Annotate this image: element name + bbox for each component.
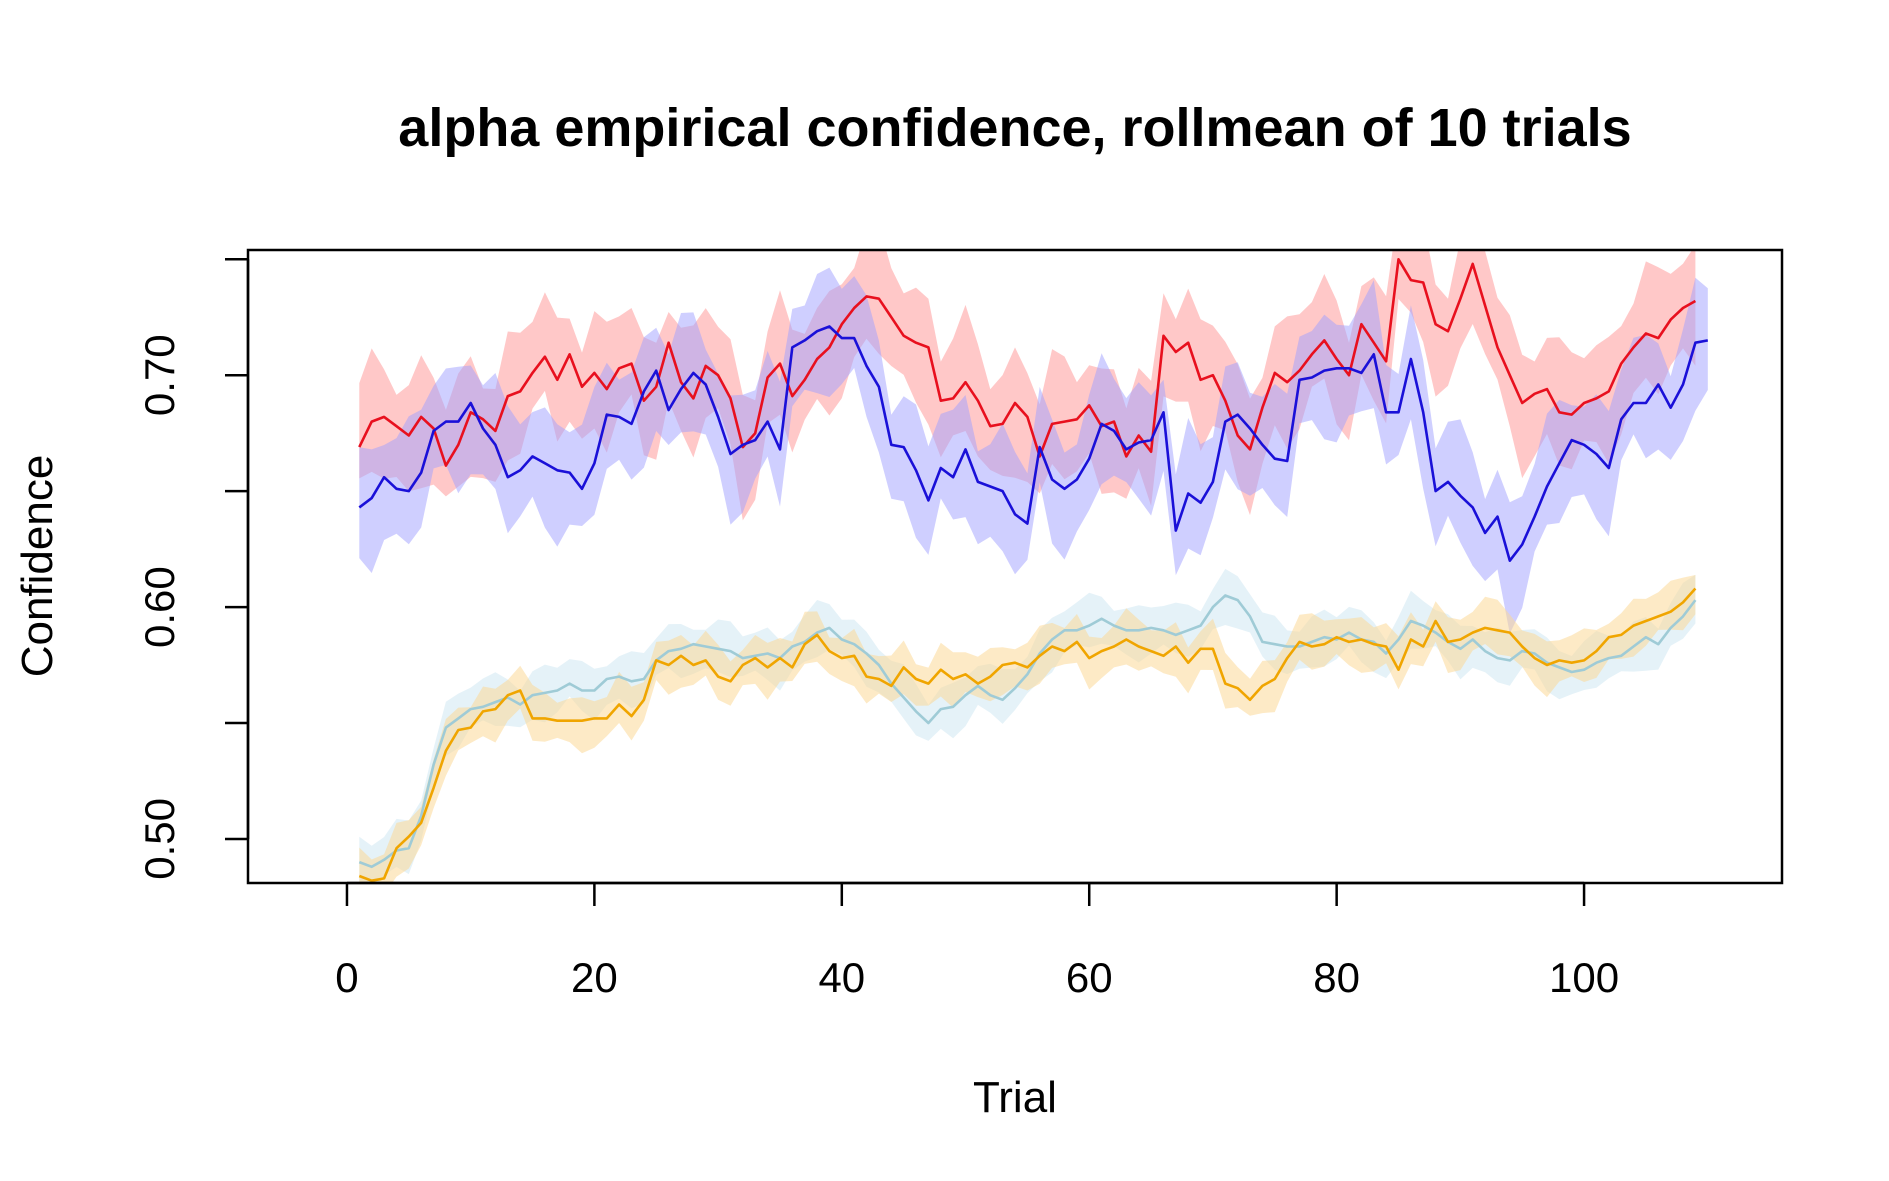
- series-lines: [358, 257, 1709, 883]
- series-3-line: [358, 594, 1697, 869]
- x-tick-label: 60: [1066, 954, 1113, 1001]
- x-tick-label: 80: [1313, 954, 1360, 1001]
- y-axis: 0.50 0.60 0.70: [136, 258, 250, 880]
- series-4-line: [358, 587, 1697, 883]
- x-axis: 0 20 40 60 80 100: [335, 881, 1619, 1001]
- x-tick-label: 20: [571, 954, 618, 1001]
- series-1-line: [358, 257, 1697, 467]
- x-tick-label: 0: [335, 954, 358, 1001]
- y-axis-label: Confidence: [13, 455, 62, 678]
- x-axis-label: Trial: [973, 1073, 1057, 1122]
- x-tick-label: 40: [818, 954, 865, 1001]
- y-tick-label: 0.70: [136, 334, 183, 416]
- y-tick-label: 0.50: [136, 798, 183, 880]
- x-tick-label: 100: [1549, 954, 1619, 1001]
- series-4-confidence-band: [359, 575, 1696, 883]
- chart-title: alpha empirical confidence, rollmean of …: [398, 98, 1631, 158]
- series-2-line: [358, 325, 1709, 563]
- y-tick-label: 0.60: [136, 566, 183, 648]
